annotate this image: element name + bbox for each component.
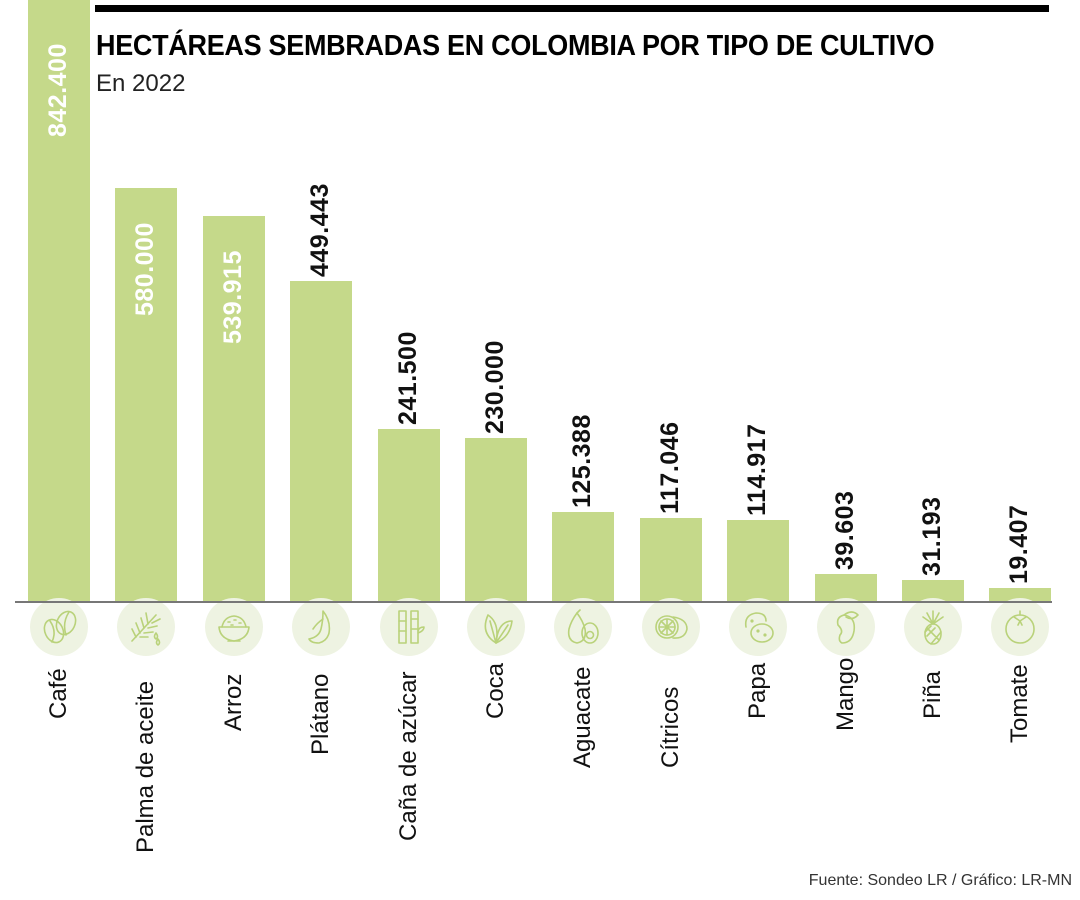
value-label: 241.500 xyxy=(394,331,422,425)
mango-icon xyxy=(817,598,875,656)
category-label: Caña de azúcar xyxy=(395,671,422,841)
bar-piña xyxy=(902,580,964,602)
category-label: Papa xyxy=(744,662,771,719)
bar-palma-de-aceite xyxy=(115,188,177,602)
value-label: 39.603 xyxy=(831,490,859,570)
x-axis-baseline xyxy=(15,601,1052,603)
value-label: 539.915 xyxy=(219,250,247,344)
bar-plátano xyxy=(290,281,352,602)
pineapple-icon xyxy=(904,598,962,656)
category-label: Piña xyxy=(919,670,946,719)
bar-café xyxy=(28,0,90,602)
category-label: Café xyxy=(45,668,72,719)
category-label: Plátano xyxy=(307,673,334,756)
value-label: 19.407 xyxy=(1005,504,1033,584)
value-label: 449.443 xyxy=(306,183,334,277)
value-label: 125.388 xyxy=(568,414,596,508)
coffee-beans-icon xyxy=(30,598,88,656)
category-label: Arroz xyxy=(220,673,247,731)
category-label: Tomate xyxy=(1006,664,1033,744)
avocado-icon xyxy=(554,598,612,656)
bar-papa xyxy=(727,520,789,602)
tomato-icon xyxy=(991,598,1049,656)
rice-bowl-icon xyxy=(205,598,263,656)
category-label: Coca xyxy=(482,662,509,719)
value-label: 580.000 xyxy=(131,222,159,316)
citrus-icon xyxy=(642,598,700,656)
palm-leaf-oil-icon xyxy=(117,598,175,656)
bar-cítricos xyxy=(640,518,702,602)
category-label: Aguacate xyxy=(569,666,596,768)
bar-mango xyxy=(815,574,877,602)
chart-subtitle: En 2022 xyxy=(96,70,186,97)
category-label: Palma de aceite xyxy=(132,680,159,853)
title-rule xyxy=(95,5,1049,12)
category-label: Mango xyxy=(832,657,859,731)
coca-leaf-icon xyxy=(467,598,525,656)
bar-arroz xyxy=(203,216,265,602)
chart-title: HECTÁREAS SEMBRADAS EN COLOMBIA POR TIPO… xyxy=(96,30,935,62)
value-label: 230.000 xyxy=(481,340,509,434)
bar-tomate xyxy=(989,588,1051,602)
potato-icon xyxy=(729,598,787,656)
banana-icon xyxy=(292,598,350,656)
value-label: 114.917 xyxy=(743,423,771,517)
bar-coca xyxy=(465,438,527,602)
value-label: 117.046 xyxy=(656,421,684,515)
bar-aguacate xyxy=(552,512,614,602)
bar-caña-de-azúcar xyxy=(378,429,440,602)
value-label: 842.400 xyxy=(44,43,72,137)
sugarcane-icon xyxy=(380,598,438,656)
category-label: Cítricos xyxy=(657,686,684,768)
value-label: 31.193 xyxy=(918,496,946,576)
source-note: Fuente: Sondeo LR / Gráfico: LR-MN xyxy=(808,872,1072,889)
